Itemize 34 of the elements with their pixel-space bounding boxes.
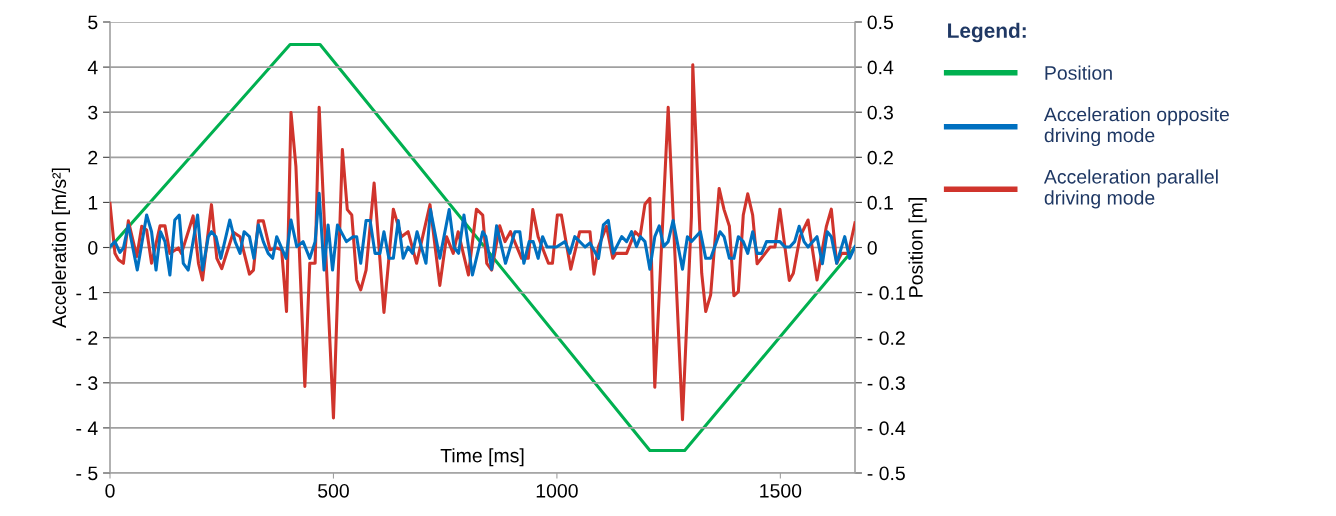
y-tick-label: - 3 — [76, 376, 98, 391]
y2-tick-label: 0.2 — [867, 150, 893, 165]
y2-tick-label: 0.3 — [867, 105, 893, 120]
x-tick-label: 1500 — [760, 483, 802, 498]
y2-tick-label: - 0.5 — [867, 466, 905, 481]
y-tick-label: - 2 — [76, 331, 98, 345]
x-tick-label: 0 — [105, 483, 115, 498]
y-tick-label: - 5 — [76, 466, 98, 481]
legend-label: Position — [1045, 65, 1112, 80]
y-tick-label: 2 — [88, 150, 98, 165]
y2-tick-label: - 0.3 — [867, 376, 905, 391]
y-tick-label: 0 — [88, 240, 98, 255]
y-tick-label: 5 — [88, 15, 98, 30]
line-series — [110, 191, 855, 277]
y2-tick-label: 0.5 — [867, 15, 894, 30]
x-tick-label: 500 — [318, 483, 349, 498]
y-axis-title: Acceleration [m/s²] — [51, 168, 70, 328]
y2-tick-label: 0.4 — [867, 60, 894, 75]
y2-tick-label: - 0.2 — [867, 331, 905, 345]
y-tick-label: 1 — [88, 196, 98, 210]
y2-tick-label: - 0.4 — [867, 421, 906, 436]
y2-tick-label: 0.1 — [867, 195, 893, 210]
y-tick-label: - 1 — [76, 286, 98, 300]
y-tick-label: 3 — [88, 105, 98, 120]
y-tick-label: 4 — [87, 60, 98, 75]
y2-axis-title: Position [m] — [908, 198, 927, 297]
legend-label: Acceleration opposite driving mode — [1043, 107, 1229, 147]
x-axis-title: Time [ms] — [440, 448, 524, 467]
legend-title: Legend: — [948, 22, 1026, 43]
y-tick-label: - 4 — [76, 421, 98, 435]
x-tick-label: 1000 — [536, 483, 578, 498]
y2-tick-label: - 0.1 — [867, 286, 905, 300]
y2-tick-label: 0 — [867, 240, 877, 255]
legend-label: Acceleration parallel driving mode — [1043, 169, 1218, 209]
